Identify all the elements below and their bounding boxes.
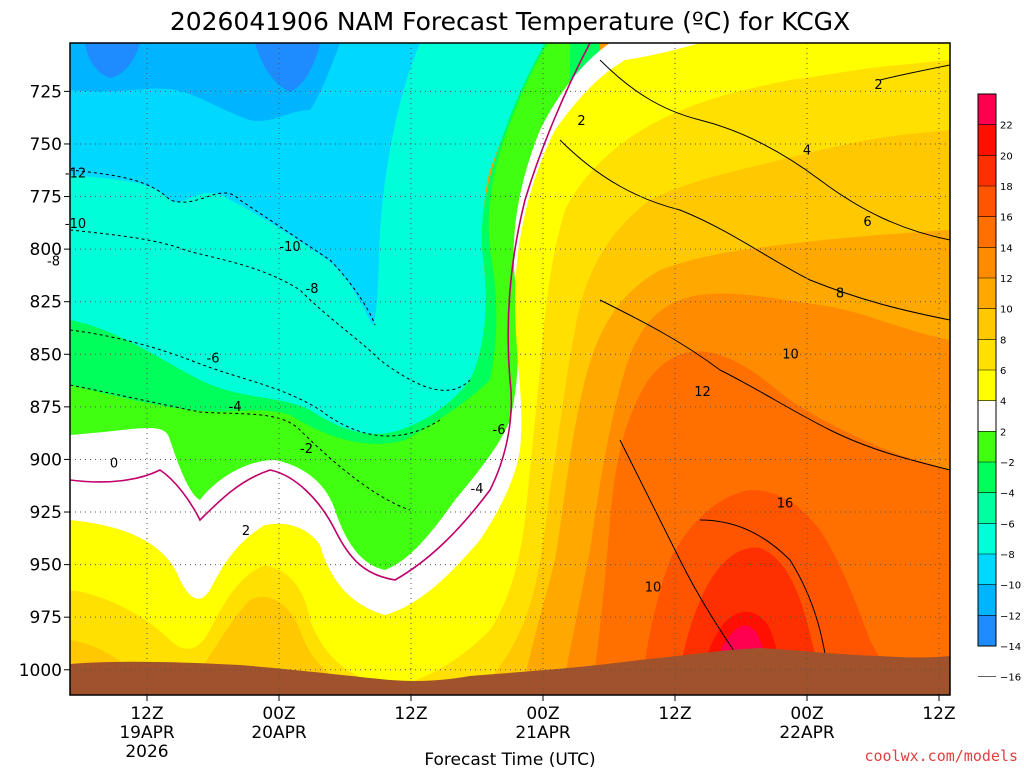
y-tick-label: 825 — [30, 293, 62, 313]
x-axis-label: Forecast Time (UTC) — [424, 750, 595, 768]
contour-label: 2 — [874, 78, 882, 93]
colorbar-tick-label: 8 — [1000, 335, 1006, 346]
y-tick-label: 1000 — [19, 661, 62, 681]
grid-lines — [70, 43, 950, 695]
plot-frame — [69, 42, 951, 696]
colorbar-swatch — [978, 554, 996, 586]
colorbar-swatch — [978, 186, 996, 218]
colorbar-tick-label: 20 — [1000, 151, 1013, 162]
contour-label: -10 — [279, 240, 300, 255]
chart-title: 2026041906 NAM Forecast Temperature (ºC)… — [170, 7, 850, 36]
colorbar-tick-label: 16 — [1000, 213, 1013, 224]
x-tick-label: 2026 — [125, 742, 168, 762]
colorbar-swatch — [978, 400, 996, 432]
colorbar-tick-label: −4 — [1000, 489, 1015, 500]
contour-label: 6 — [863, 215, 871, 230]
y-tick-label: 750 — [30, 135, 62, 155]
colorbar-swatch — [978, 523, 996, 555]
x-tick-label: 00Z — [790, 704, 823, 724]
x-tick-label: 12Z — [130, 704, 163, 724]
colorbar-swatch — [978, 278, 996, 310]
colorbar-tick-label: 22 — [1000, 121, 1013, 132]
colorbar-tick-label: −10 — [1000, 581, 1021, 592]
colorbar-swatch — [978, 492, 996, 524]
colorbar-swatch — [978, 124, 996, 156]
colorbar-tick-label: 4 — [1000, 397, 1006, 408]
colorbar-tick-label: −16 — [1000, 673, 1021, 684]
colorbar-tick-label: −14 — [1000, 642, 1021, 653]
colorbar-tick-label: −8 — [1000, 550, 1015, 561]
contour-label: 4 — [803, 143, 811, 158]
y-tick-label: 725 — [30, 82, 62, 102]
x-tick-label: 21APR — [515, 723, 571, 743]
x-tick-label: 00Z — [526, 704, 559, 724]
contour-label: 0 — [110, 457, 118, 472]
colorbar-swatch — [978, 155, 996, 187]
x-tick-label: 20APR — [251, 723, 307, 743]
terrain-ground — [70, 648, 950, 695]
contour-label: -4 — [229, 400, 242, 415]
y-tick-label: 800 — [30, 240, 62, 260]
x-tick-label: 12Z — [658, 704, 691, 724]
colorbar-swatch — [978, 462, 996, 494]
contour-label: 16 — [777, 497, 794, 512]
x-tick-label: 12Z — [922, 704, 955, 724]
contour-label: -6 — [493, 423, 506, 438]
x-tick-label: 22APR — [779, 723, 835, 743]
colorbar-tick-label: 12 — [1000, 274, 1013, 285]
colorbar-tick-label: 14 — [1000, 243, 1013, 254]
y-tick-label: 875 — [30, 398, 62, 418]
x-tick-label: 19APR — [119, 723, 175, 743]
colorbar-swatch — [978, 584, 996, 616]
colorbar-tick-label: −6 — [1000, 519, 1015, 530]
x-tick-label: 12Z — [394, 704, 427, 724]
colorbar-tick-label: 6 — [1000, 366, 1006, 377]
contour-label: 12 — [694, 385, 711, 400]
contour-label: -2 — [300, 442, 313, 457]
colorbar-swatch — [978, 94, 996, 126]
y-axis: 725 750 775 800 825 850 875 900 925 950 975 1000 — [19, 82, 70, 681]
contour-label: 10 — [645, 581, 662, 596]
y-tick-label: 925 — [30, 503, 62, 523]
green-band-bright — [70, 43, 570, 600]
temperature-field — [70, 43, 950, 695]
colorbar-tick-label: 18 — [1000, 182, 1013, 193]
colorbar-swatch — [978, 308, 996, 340]
colorbar-tick-label: 2 — [1000, 427, 1006, 438]
contour-lines — [70, 43, 950, 691]
colorbar-tick-label: −12 — [1000, 611, 1021, 622]
colorbar-tick-label: 10 — [1000, 305, 1013, 316]
colorbar-swatch — [978, 431, 996, 463]
x-tick-label: 00Z — [262, 704, 295, 724]
colorbar-swatch — [978, 247, 996, 279]
contour-label: 10 — [782, 347, 799, 362]
colorbar-swatch — [978, 370, 996, 402]
contour-label: -8 — [306, 282, 319, 297]
colorbar: 22 20 18 16 14 12 10 8 6 4 2 −2 −4 −6 −8 −10 −12 −14 −16 — [977, 93, 1021, 684]
colorbar-swatch — [978, 339, 996, 371]
contour-label: -8 — [47, 255, 60, 270]
contour-label: 8 — [836, 286, 844, 301]
y-tick-label: 900 — [30, 450, 62, 470]
colorbar-swatch — [978, 216, 996, 248]
colorbar-tick-label: −2 — [1000, 458, 1015, 469]
y-tick-label: 950 — [30, 556, 62, 576]
cold-band-deepblue — [85, 43, 320, 92]
contour-label: -4 — [471, 482, 484, 497]
contour-label: -12 — [65, 166, 86, 181]
contour-label: 2 — [577, 114, 585, 129]
contour-label: 2 — [242, 524, 250, 539]
y-tick-label: 850 — [30, 345, 62, 365]
contour-label: -10 — [65, 217, 86, 232]
contour-label: -6 — [207, 351, 220, 366]
cold-band-cyan — [70, 43, 420, 325]
credit-text: coolwx.com/models — [864, 747, 1018, 765]
colorbar-swatch — [978, 615, 996, 647]
y-tick-label: 975 — [30, 608, 62, 628]
y-tick-label: 775 — [30, 188, 62, 208]
